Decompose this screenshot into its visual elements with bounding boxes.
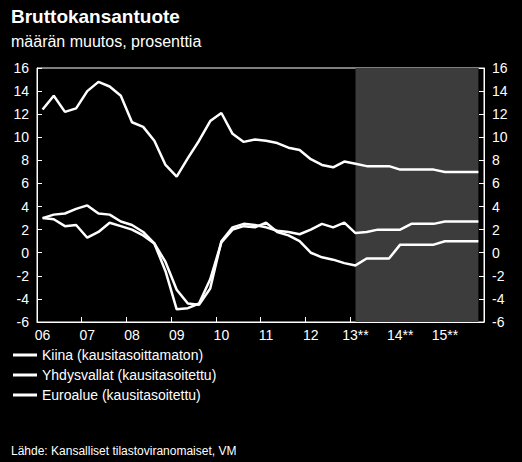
svg-text:Kiina (kausitasoittamaton): Kiina (kausitasoittamaton) — [42, 347, 203, 363]
svg-text:15**: 15** — [432, 327, 459, 343]
svg-text:-6: -6 — [492, 314, 505, 330]
svg-text:6: 6 — [21, 175, 29, 191]
svg-text:2: 2 — [21, 222, 29, 238]
svg-text:11: 11 — [259, 327, 274, 343]
svg-text:Yhdysvallat (kausitasoitettu): Yhdysvallat (kausitasoitettu) — [42, 367, 216, 383]
svg-text:08: 08 — [124, 327, 140, 343]
svg-text:16: 16 — [13, 60, 29, 76]
svg-text:13**: 13** — [342, 327, 369, 343]
svg-text:12: 12 — [303, 327, 319, 343]
svg-text:10: 10 — [214, 327, 230, 343]
svg-text:-2: -2 — [17, 268, 30, 284]
svg-text:07: 07 — [79, 327, 95, 343]
svg-text:06: 06 — [35, 327, 51, 343]
svg-text:16: 16 — [492, 60, 508, 76]
svg-text:Euroalue (kausitasoitettu): Euroalue (kausitasoitettu) — [42, 387, 201, 403]
svg-text:8: 8 — [21, 152, 29, 168]
svg-text:4: 4 — [21, 199, 29, 215]
svg-text:-2: -2 — [492, 268, 505, 284]
svg-text:määrän muutos, prosenttia: määrän muutos, prosenttia — [11, 33, 201, 50]
svg-text:09: 09 — [169, 327, 185, 343]
svg-text:0: 0 — [21, 245, 29, 261]
svg-text:14: 14 — [492, 83, 508, 99]
svg-text:12: 12 — [492, 106, 508, 122]
svg-text:-4: -4 — [492, 291, 505, 307]
svg-text:14**: 14** — [387, 327, 414, 343]
svg-text:14: 14 — [13, 83, 29, 99]
svg-text:0: 0 — [492, 245, 500, 261]
svg-text:10: 10 — [492, 129, 508, 145]
svg-text:Bruttokansantuote: Bruttokansantuote — [11, 6, 180, 27]
svg-text:Lähde: Kansalliset tilastovira: Lähde: Kansalliset tilastoviranomaiset, … — [11, 444, 236, 458]
svg-text:-6: -6 — [17, 314, 30, 330]
svg-text:6: 6 — [492, 175, 500, 191]
svg-text:2: 2 — [492, 222, 500, 238]
svg-text:10: 10 — [13, 129, 29, 145]
svg-text:12: 12 — [13, 106, 29, 122]
svg-text:-4: -4 — [17, 291, 30, 307]
svg-text:4: 4 — [492, 199, 500, 215]
svg-text:8: 8 — [492, 152, 500, 168]
